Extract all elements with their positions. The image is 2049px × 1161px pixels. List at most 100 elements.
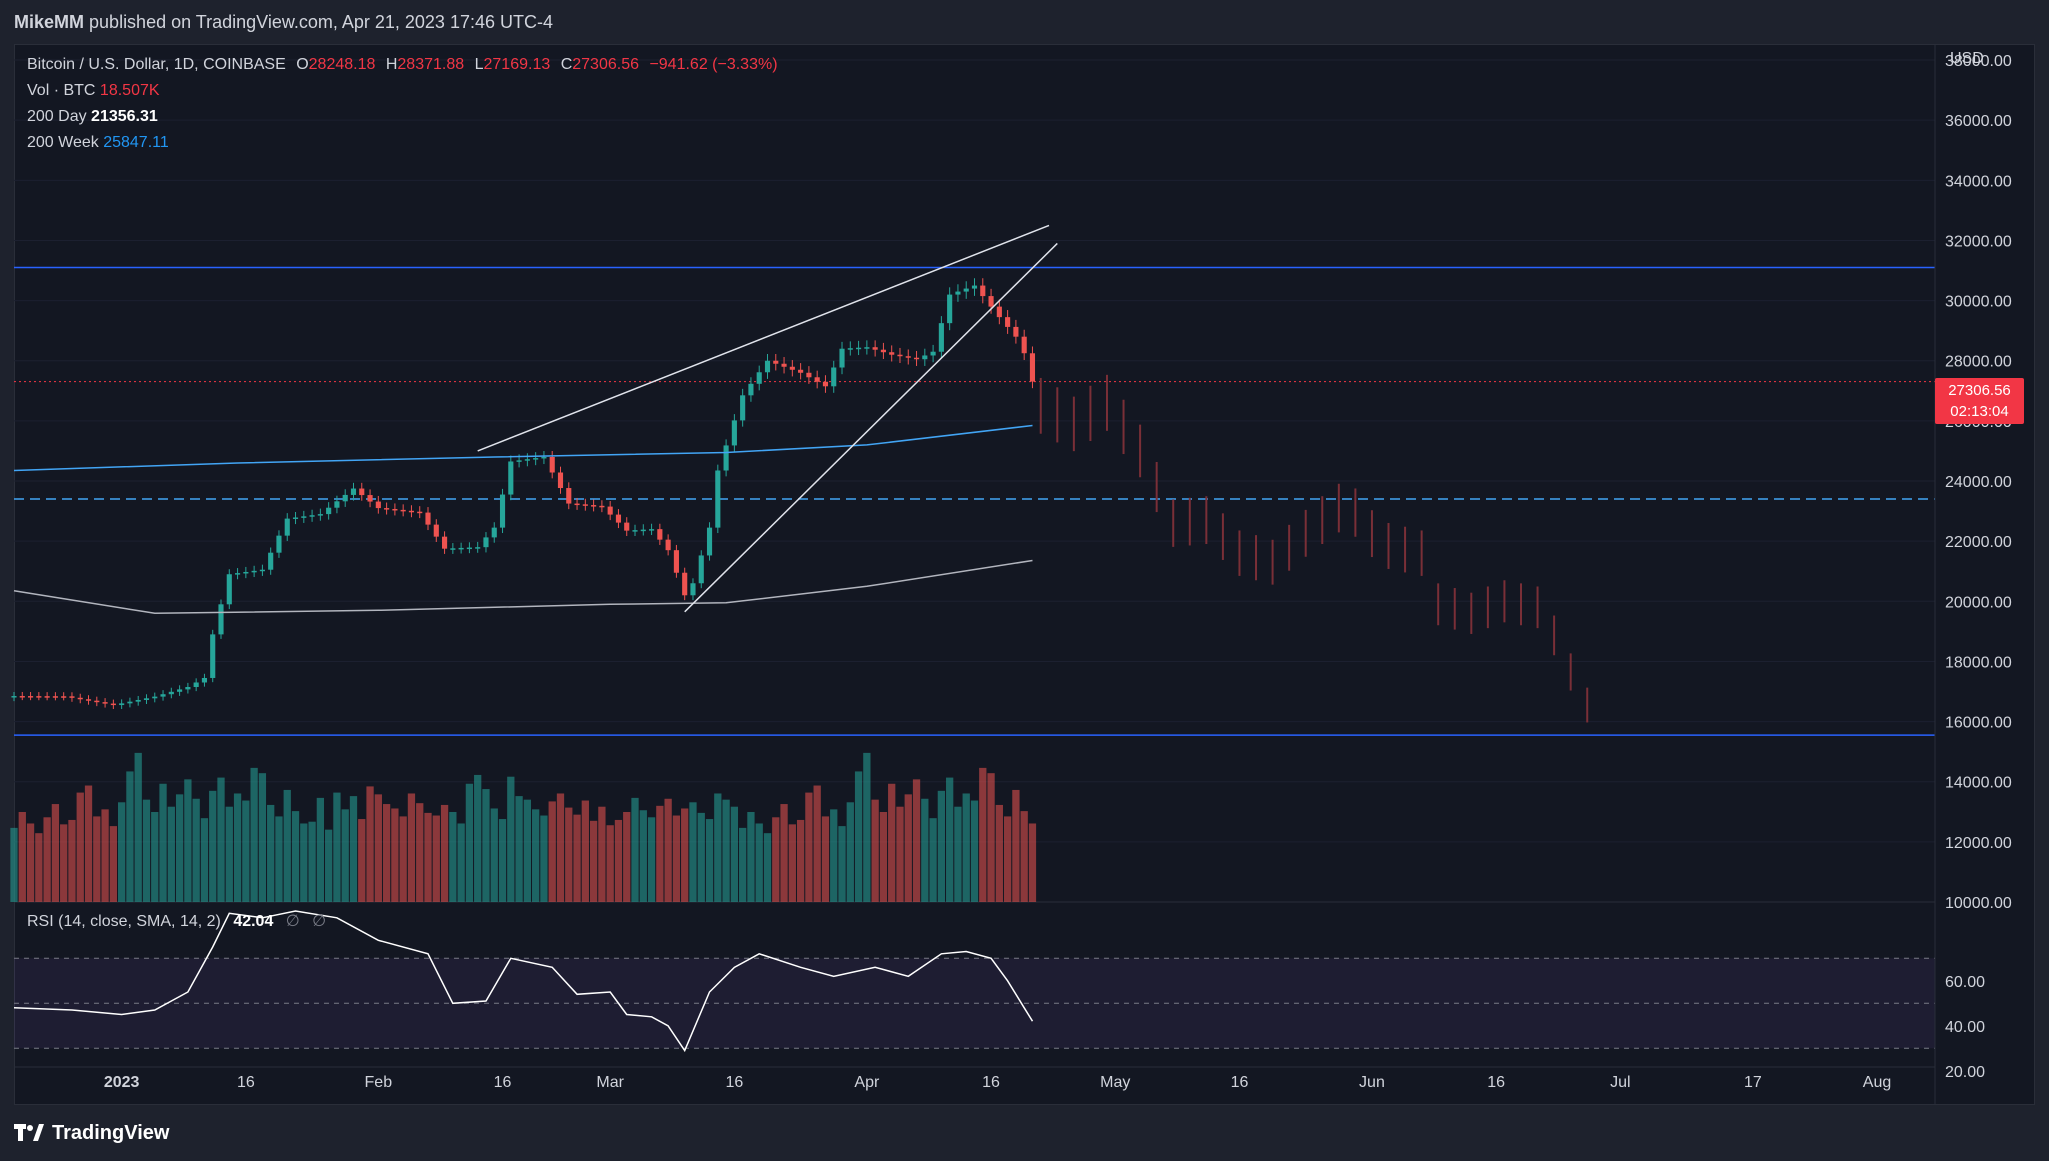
- candle-body: [177, 689, 183, 692]
- price-tick-label: 16000.00: [1945, 715, 2012, 732]
- volume-bar: [954, 806, 962, 902]
- candle-body: [36, 696, 42, 698]
- candle-body: [334, 501, 340, 508]
- ma-200-week-line: [13, 424, 1033, 472]
- volume-bar: [689, 802, 697, 902]
- candle-body: [375, 501, 381, 509]
- volume-bar: [349, 796, 358, 902]
- volume-bar: [937, 790, 946, 902]
- candle-body: [210, 634, 216, 678]
- candle-body: [317, 514, 323, 516]
- volume-bar: [101, 809, 109, 902]
- volume-bar: [250, 767, 258, 902]
- time-tick-label: 2023: [104, 1074, 140, 1091]
- candle-body: [276, 535, 282, 553]
- volume-bar: [656, 805, 664, 902]
- time-tick-label: 16: [1487, 1074, 1505, 1091]
- candle-body: [740, 395, 746, 421]
- volume-row: Vol · BTC 18.507K: [27, 78, 784, 104]
- volume-bar: [209, 790, 217, 902]
- volume-bar: [175, 794, 184, 902]
- candle-body: [69, 696, 75, 698]
- candle-body: [665, 539, 671, 551]
- volume-bar: [747, 812, 755, 902]
- open-value: 28248.18: [308, 56, 376, 73]
- rsi-label[interactable]: RSI (14, close, SMA, 14, 2): [27, 913, 221, 930]
- author-name[interactable]: MikeMM: [14, 11, 85, 32]
- volume-bar: [755, 823, 763, 902]
- volume-bar: [449, 812, 457, 902]
- ma200w-row: 200 Week 25847.11: [27, 130, 784, 156]
- volume-bar: [879, 812, 888, 902]
- bar-countdown: 02:13:04: [1950, 403, 2009, 420]
- candle-body: [160, 694, 166, 697]
- tradingview-logo[interactable]: TradingView: [14, 1122, 169, 1145]
- candle-body: [152, 696, 158, 699]
- candle-body: [955, 291, 961, 295]
- candle-body: [466, 547, 472, 550]
- candle-body: [566, 488, 572, 504]
- candle-body: [806, 372, 812, 378]
- volume-bar: [863, 752, 871, 902]
- candle-body: [922, 355, 928, 360]
- volume-bar: [26, 823, 35, 902]
- price-tick-label: 24000.00: [1945, 474, 2012, 491]
- volume-bar: [805, 792, 813, 902]
- candle-body: [913, 357, 920, 360]
- symbol-label[interactable]: Bitcoin / U.S. Dollar, 1D, COINBASE: [27, 56, 286, 73]
- volume-bar: [962, 793, 970, 902]
- ma200d-label[interactable]: 200 Day: [27, 108, 87, 125]
- candle-body: [19, 696, 25, 698]
- volume-bar: [606, 825, 614, 902]
- candle-body: [77, 697, 83, 700]
- volume-bar: [200, 818, 209, 902]
- volume-bar: [565, 807, 573, 902]
- volume-bar: [474, 774, 482, 902]
- volume-bar: [730, 806, 739, 902]
- price-tick-label: 36000.00: [1945, 113, 2012, 130]
- candle-body: [392, 508, 398, 511]
- ma200d-row: 200 Day 21356.31: [27, 104, 784, 130]
- candle-body: [491, 527, 497, 538]
- candle-body: [458, 547, 464, 550]
- price-tick-label: 30000.00: [1945, 294, 2012, 311]
- time-tick-label: 16: [725, 1074, 743, 1091]
- high-value: 28371.88: [397, 56, 465, 73]
- volume-label[interactable]: Vol · BTC: [27, 82, 96, 99]
- candle-body: [831, 367, 837, 387]
- candle-body: [880, 349, 886, 353]
- tradingview-logo-icon: [14, 1124, 44, 1141]
- volume-bar: [225, 806, 233, 902]
- rsi-empty-symbol-1: ∅: [285, 913, 300, 930]
- candle-body: [52, 696, 58, 698]
- candle-body: [756, 372, 762, 384]
- candle-body: [268, 552, 274, 570]
- candle-body: [682, 572, 688, 596]
- volume-bar: [846, 802, 854, 902]
- candle-body: [367, 495, 373, 502]
- candle-body: [889, 352, 895, 355]
- volume-bar: [1012, 789, 1020, 902]
- candle-body: [384, 508, 390, 510]
- volume-bar: [598, 806, 606, 902]
- candle-body: [193, 682, 199, 687]
- candle-body: [483, 537, 489, 548]
- volume-bar: [987, 773, 995, 902]
- volume-bar: [184, 779, 192, 902]
- volume-bar: [639, 810, 647, 902]
- candle-body: [657, 529, 663, 540]
- candle-body: [591, 505, 597, 507]
- volume-bar: [117, 802, 126, 902]
- candle-body: [947, 294, 953, 324]
- candle-body: [168, 691, 174, 695]
- ma200w-value: 25847.11: [103, 134, 169, 151]
- candle-body: [259, 569, 265, 572]
- candle-body: [44, 696, 50, 698]
- candle-body: [143, 698, 150, 700]
- currency-label[interactable]: USD: [1950, 50, 1984, 67]
- volume-bar: [507, 776, 515, 902]
- candle-body: [226, 574, 232, 605]
- candle-body: [533, 458, 539, 460]
- ma200w-label[interactable]: 200 Week: [27, 134, 99, 151]
